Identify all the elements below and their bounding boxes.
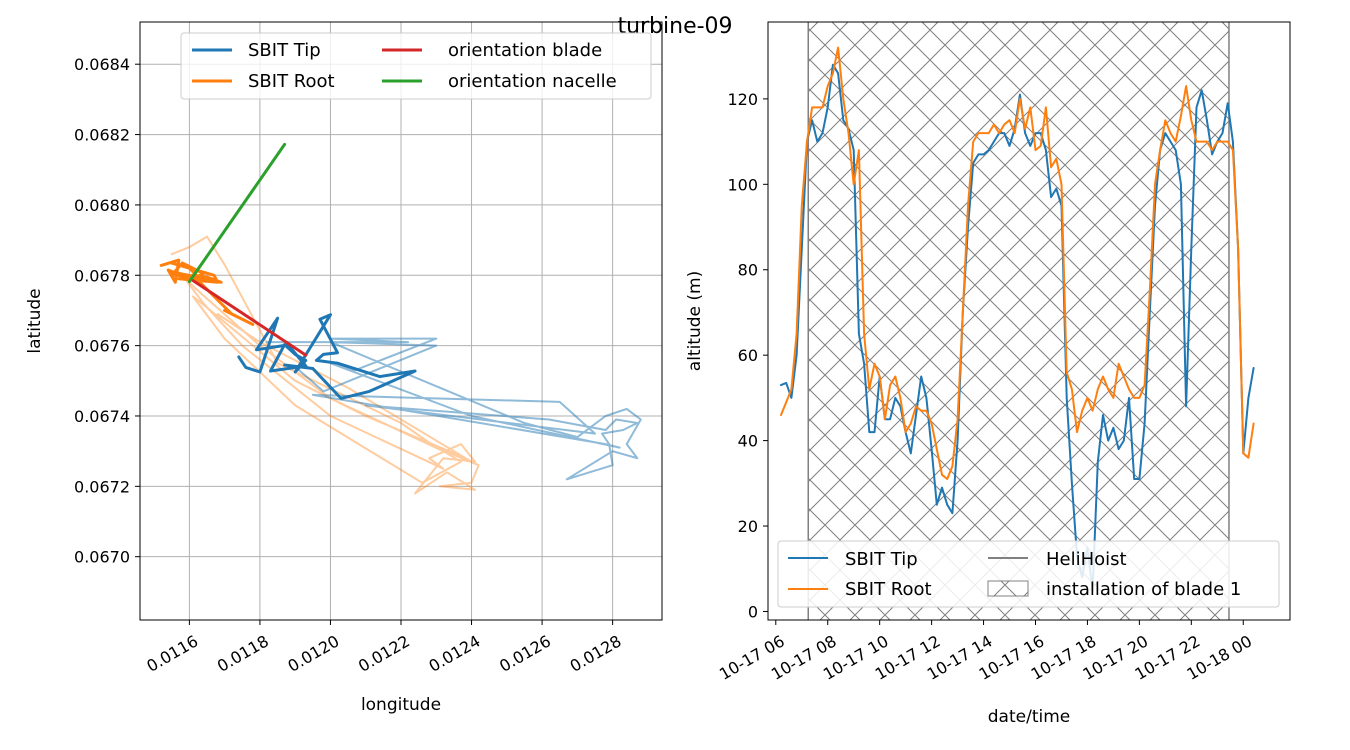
left-x-tick-label: 0.0120 bbox=[284, 631, 342, 675]
altitude-y-axis-label: altitude (m) bbox=[685, 271, 705, 371]
altitude-legend-label-helihoist: HeliHoist bbox=[1046, 549, 1127, 570]
altitude-legend-label-installation: installation of blade 1 bbox=[1046, 579, 1241, 600]
altitude-legend-swatch-installation bbox=[987, 580, 1029, 597]
left-y-tick-label: 0.0678 bbox=[74, 266, 130, 285]
map-x-axis-label: longitude bbox=[361, 695, 441, 715]
left-y-tick-label: 0.0684 bbox=[74, 55, 130, 74]
map-x-ticks: 0.0116 0.0118 0.0120 0.0122 0.0124 0.0126 0.01… bbox=[143, 620, 625, 676]
blade-installation-span bbox=[808, 22, 1229, 620]
map-series bbox=[159, 142, 642, 495]
map-gridlines bbox=[140, 22, 662, 620]
right-y-tick-label: 120 bbox=[727, 90, 758, 109]
right-y-tick-label: 40 bbox=[738, 432, 758, 451]
map-series-sbit-tip-all bbox=[266, 337, 642, 481]
map-series-sbit-root bbox=[159, 258, 255, 326]
right-y-tick-label: 60 bbox=[738, 346, 758, 365]
right-y-tick-label: 100 bbox=[727, 175, 758, 194]
altitude-legend-frame bbox=[777, 540, 1280, 608]
left-y-tick-label: 0.0680 bbox=[74, 196, 130, 215]
map-series-orientation-blade bbox=[191, 279, 308, 357]
map-series-orientation-nacelle bbox=[187, 142, 287, 284]
altitude-axes-frame bbox=[767, 21, 1291, 621]
left-y-tick-label: 0.0674 bbox=[74, 407, 130, 426]
map-legend-label-tip: SBIT Tip bbox=[248, 40, 321, 61]
altitude-legend: SBIT Tip SBIT Root HeliHoist installatio… bbox=[777, 540, 1280, 608]
map-legend-label-orientation-blade: orientation blade bbox=[448, 40, 602, 61]
left-x-tick-label: 0.0122 bbox=[355, 631, 413, 675]
left-y-tick-label: 0.0670 bbox=[74, 548, 130, 567]
right-y-tick-label: 80 bbox=[738, 261, 758, 280]
altitude-series bbox=[780, 46, 1255, 592]
left-y-tick-label: 0.0676 bbox=[74, 337, 130, 356]
map-axes: 0.0116 0.0118 0.0120 0.0122 0.0124 0.0126 0.01… bbox=[25, 21, 663, 715]
altitude-x-axis-label: date/time bbox=[988, 707, 1070, 727]
map-legend-label-root: SBIT Root bbox=[248, 71, 335, 92]
left-x-tick-label: 0.0126 bbox=[496, 631, 554, 675]
left-x-tick-label: 0.0124 bbox=[426, 631, 484, 675]
altitude-legend-label-tip: SBIT Tip bbox=[845, 549, 918, 570]
left-x-tick-label: 0.0128 bbox=[567, 631, 625, 675]
left-x-tick-label: 0.0116 bbox=[143, 631, 201, 675]
right-y-tick-label: 20 bbox=[738, 517, 758, 536]
map-legend: SBIT Tip SBIT Root orientation blade ori… bbox=[180, 32, 652, 100]
right-y-tick-label: 0 bbox=[748, 602, 758, 621]
left-y-tick-label: 0.0682 bbox=[74, 126, 130, 145]
map-series-sbit-root-all bbox=[170, 235, 480, 495]
altitude-y-ticks: 0 20 40 60 80 100 120 bbox=[727, 90, 768, 621]
left-y-tick-label: 0.0672 bbox=[74, 477, 130, 496]
map-series-sbit-tip bbox=[237, 313, 417, 400]
altitude-series-sbit-root bbox=[780, 46, 1255, 480]
left-x-tick-label: 0.0118 bbox=[214, 631, 272, 675]
altitude-legend-label-root: SBIT Root bbox=[845, 579, 932, 600]
map-y-ticks: 0.0670 0.0672 0.0674 0.0676 0.0678 0.0680 0.06… bbox=[74, 55, 140, 567]
map-legend-frame bbox=[180, 32, 652, 100]
map-y-axis-label: latitude bbox=[25, 288, 45, 353]
map-legend-label-orientation-nacelle: orientation nacelle bbox=[448, 71, 617, 92]
